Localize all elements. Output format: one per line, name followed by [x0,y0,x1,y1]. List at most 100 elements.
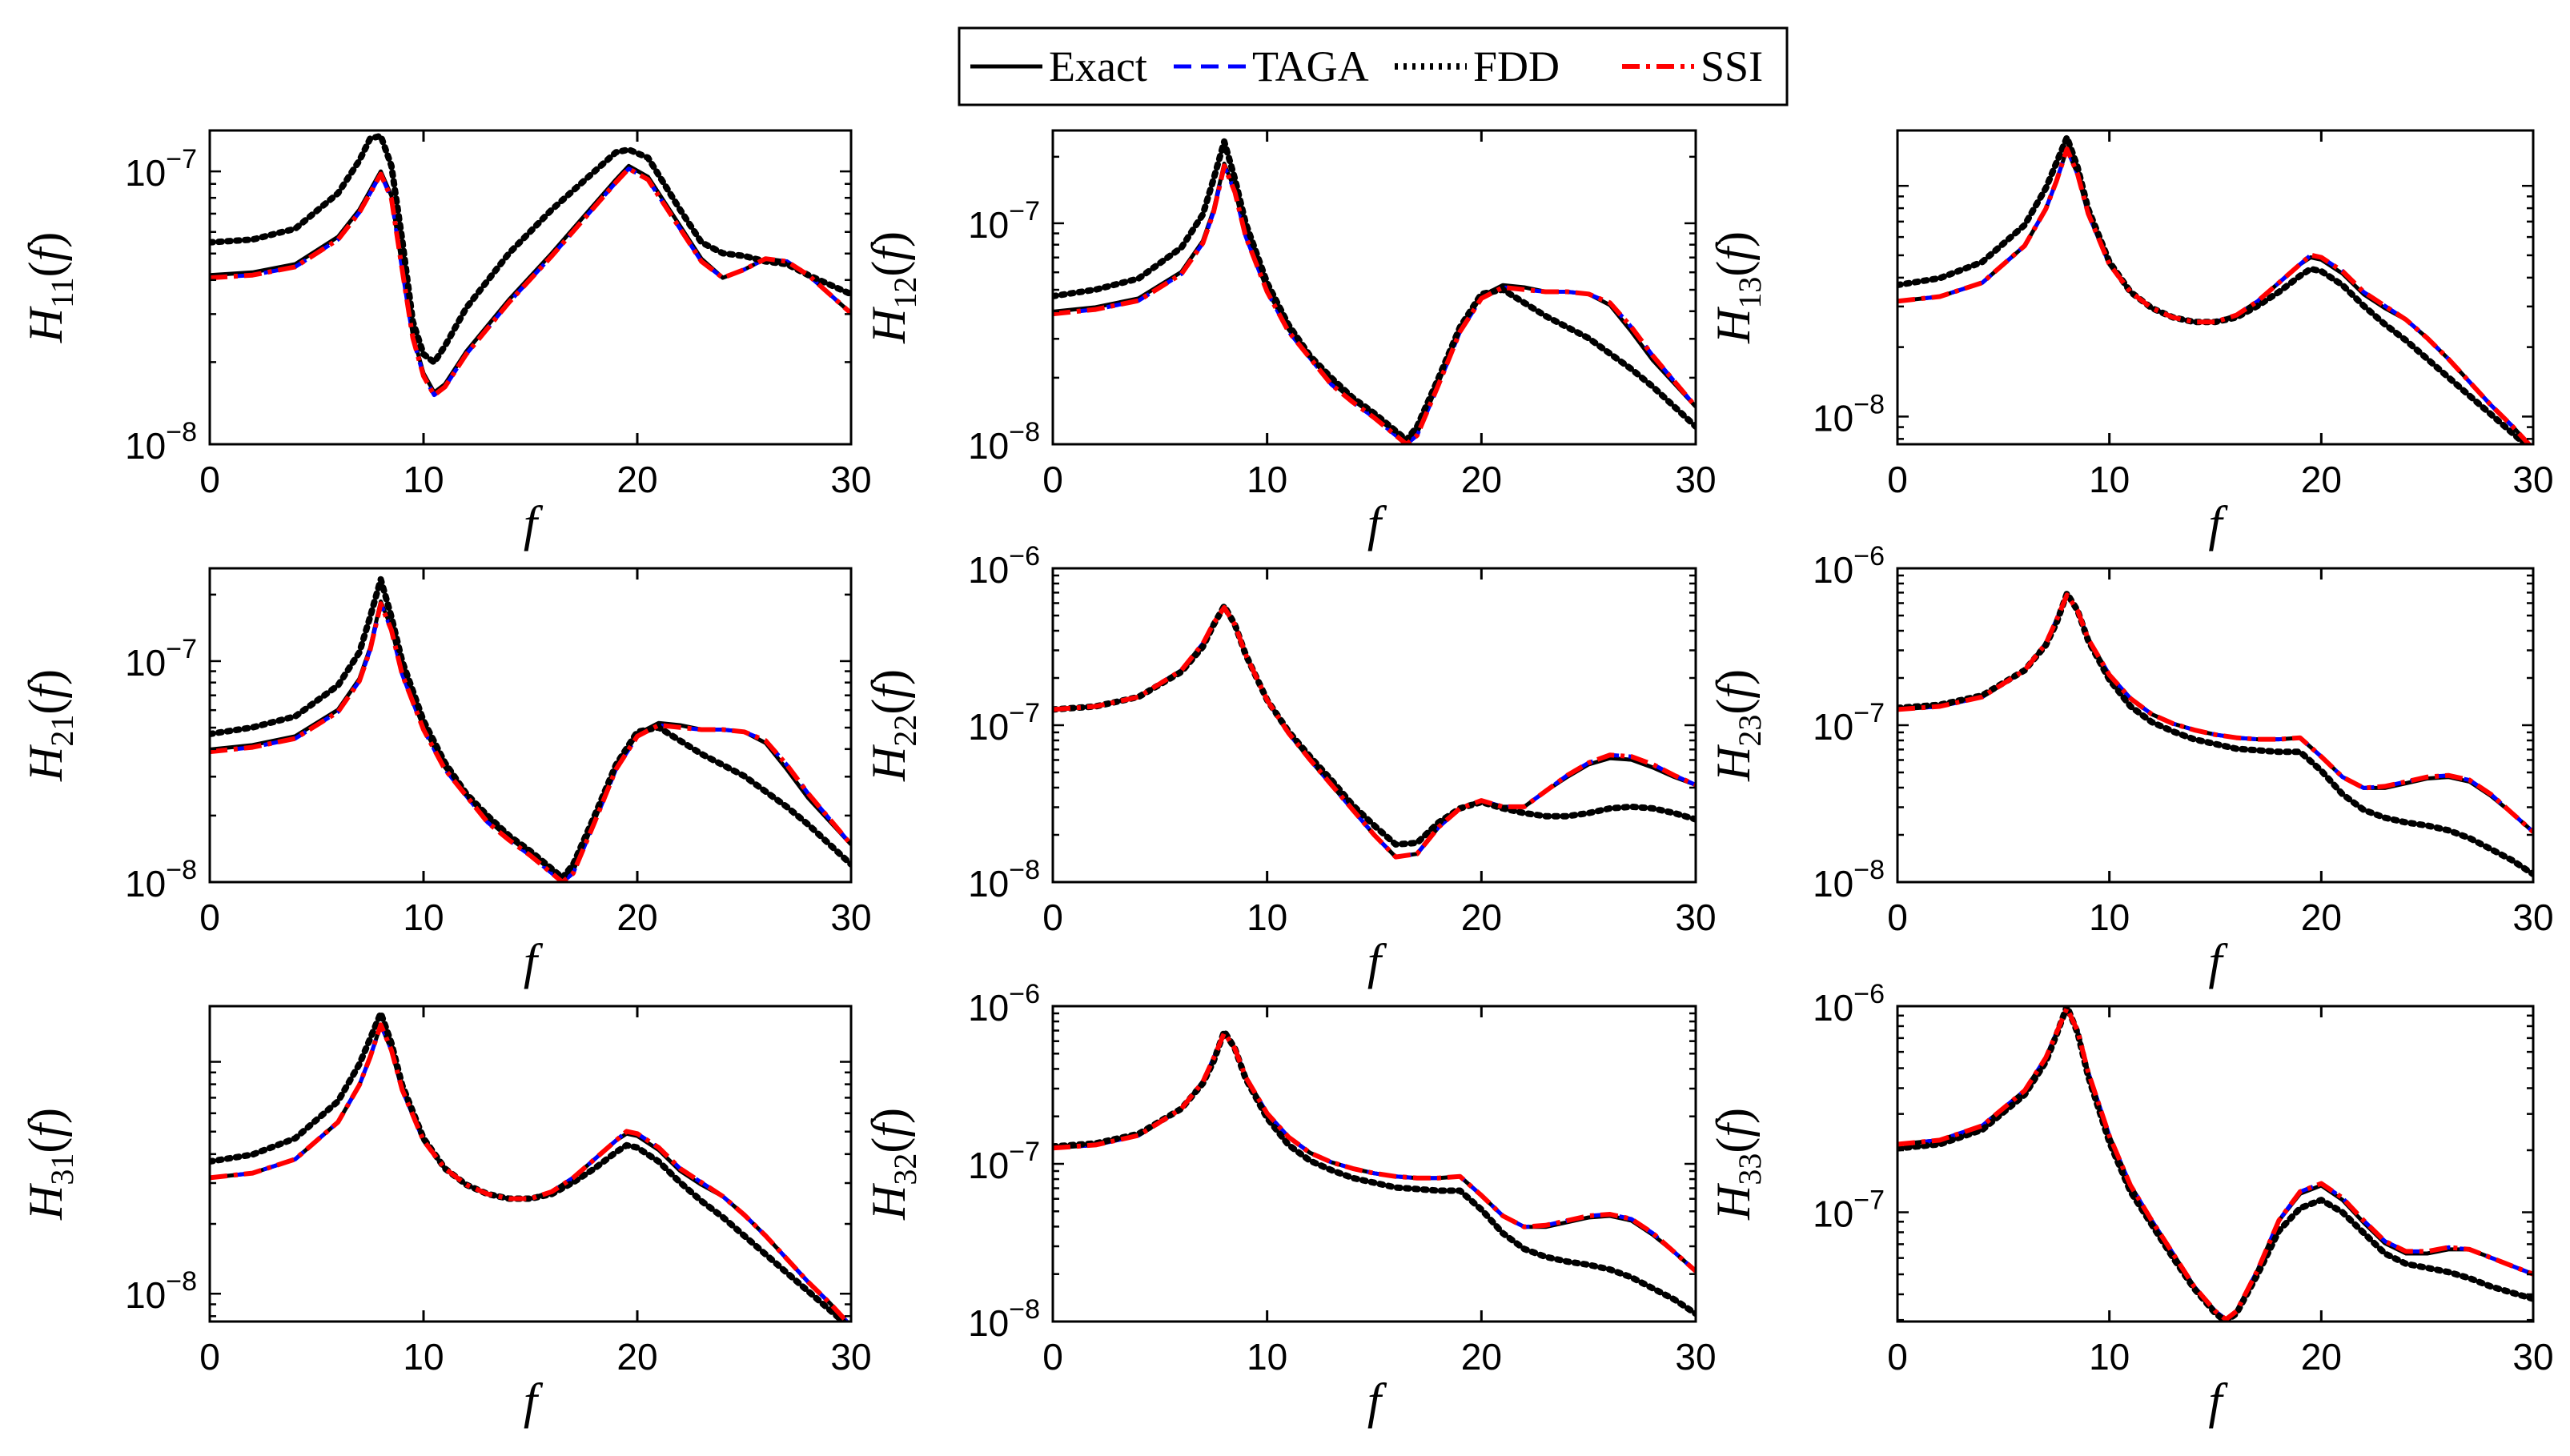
plot-area [1897,130,2533,444]
x-tick-label: 0 [1042,459,1063,500]
series-line-fdd [210,576,851,881]
y-axis-label: H12(f) [862,231,923,344]
x-tick-label: 10 [1247,1336,1287,1378]
series-line-ssi [1897,1006,2533,1322]
axes-frame [1051,129,1697,446]
x-tick-label: 20 [616,459,657,500]
x-tick-label: 20 [2301,1336,2342,1378]
x-tick-label: 10 [1247,896,1287,938]
x-axis-label: f [524,935,544,989]
x-tick-label: 10 [2089,459,2130,500]
x-axis-label: f [2208,1374,2228,1429]
x-axis-label: f [524,497,544,552]
y-tick-label: 10−6 [1813,979,1885,1029]
series-line-fdd [1053,1028,1696,1318]
x-tick-label: 10 [1247,459,1287,500]
y-tick-label: 10−6 [968,979,1040,1029]
x-tick-label: 30 [830,896,871,938]
y-tick-label: 10−8 [1813,855,1885,904]
subplot-H11: 0 10 20 30 10−8 10−7 f H11(f) [19,129,872,552]
subplot-H31: 0 10 20 30 10−8 f H31(f) [19,1005,872,1429]
x-tick-label: 20 [1461,1336,1502,1378]
x-axis-label: f [524,1374,544,1429]
x-tick-label: 30 [1675,1336,1716,1378]
subplot-H22: 0 10 20 30 10−8 10−7 10−6 f H22(f) [862,541,1717,989]
y-tick-label: 10−8 [968,855,1040,904]
y-tick-label: 10−7 [1813,698,1885,748]
y-axis-label: H23(f) [1707,669,1768,782]
x-tick-label: 10 [403,896,444,938]
y-tick-label: 10−7 [1813,1185,1885,1235]
y-axis-label: H22(f) [862,669,923,782]
y-tick-label: 10−7 [125,144,197,194]
x-tick-label: 0 [199,1336,220,1378]
legend-label-ssi: SSI [1701,42,1763,90]
x-tick-label: 30 [1675,459,1716,500]
subplot-H33: 0 10 20 30 10−7 10−6 f H33(f) [1707,979,2554,1429]
y-axis-label: H32(f) [862,1108,923,1221]
plot-area [1897,1006,2533,1322]
y-axis-label: H33(f) [1707,1108,1768,1221]
x-tick-label: 0 [1887,1336,1908,1378]
x-tick-label: 10 [2089,1336,2130,1378]
x-tick-label: 20 [1461,896,1502,938]
x-tick-label: 0 [1042,1336,1063,1378]
y-axis-label: H11(f) [19,232,80,344]
series-line-ssi [210,166,851,398]
y-axis-label: H21(f) [19,669,80,782]
plot-area [1053,130,1696,444]
x-tick-label: 30 [2512,1336,2553,1378]
y-tick-label: 10−6 [968,541,1040,591]
legend-label-exact: Exact [1049,42,1147,90]
x-tick-label: 20 [2301,896,2342,938]
y-tick-label: 10−8 [968,1294,1040,1344]
y-tick-label: 10−8 [968,417,1040,467]
x-axis-label: f [2208,935,2228,989]
plot-area [1053,1006,1696,1322]
x-tick-label: 10 [403,1336,444,1378]
x-tick-label: 0 [1042,896,1063,938]
x-tick-label: 30 [2512,459,2553,500]
x-tick-label: 30 [2512,896,2553,938]
x-axis-label: f [1367,935,1387,989]
subplot-H12: 0 10 20 30 10−8 10−7 f H12(f) [862,129,1717,552]
x-tick-label: 0 [1887,896,1908,938]
series-line-fdd [210,132,851,366]
series-line-fdd [1053,138,1696,443]
axes-frame [208,567,853,884]
x-tick-label: 20 [616,1336,657,1378]
legend: Exact TAGA FDD SSI [958,26,1789,106]
plot-area [210,130,851,444]
x-tick-label: 10 [2089,896,2130,938]
subplot-H23: 0 10 20 30 10−8 10−7 10−6 f H23(f) [1707,541,2554,989]
x-tick-label: 30 [830,459,871,500]
subplot-H13: 0 10 20 30 10−8 f H13(f) [1707,129,2554,552]
x-tick-label: 10 [403,459,444,500]
series-line-ssi [1897,146,2532,444]
y-tick-label: 10−7 [125,634,197,684]
x-axis-label: f [2208,497,2228,552]
y-tick-label: 10−8 [125,1266,197,1316]
x-tick-label: 0 [199,896,220,938]
y-tick-label: 10−8 [125,855,197,904]
y-tick-label: 10−8 [125,417,197,467]
x-axis-label: f [1367,1374,1387,1429]
y-tick-label: 10−8 [1813,389,1885,439]
y-axis-label: H13(f) [1707,231,1768,344]
x-tick-label: 30 [1675,896,1716,938]
y-axis-label: H31(f) [19,1108,80,1221]
legend-label-taga: TAGA [1252,42,1369,90]
axes-frame [1896,1005,2535,1323]
subplot-H21: 0 10 20 30 10−8 10−7 f H21(f) [19,567,872,989]
plot-area [1897,568,2533,882]
legend-label-fdd: FDD [1473,42,1560,90]
y-tick-label: 10−7 [968,196,1040,246]
x-tick-label: 20 [616,896,657,938]
subplot-H32: 0 10 20 30 10−8 10−7 10−6 f H32(f) [862,979,1717,1429]
subplot-grid: 0 10 20 30 10−8 10−7 f H11(f) 0 10 20 30 10−8 10−7 f H1… [19,129,2554,1429]
axes-frame [208,129,853,446]
series-line-ssi [1897,592,2533,834]
axes-frame [1896,129,2535,446]
x-tick-label: 0 [199,459,220,500]
axes-frame [208,1005,853,1323]
